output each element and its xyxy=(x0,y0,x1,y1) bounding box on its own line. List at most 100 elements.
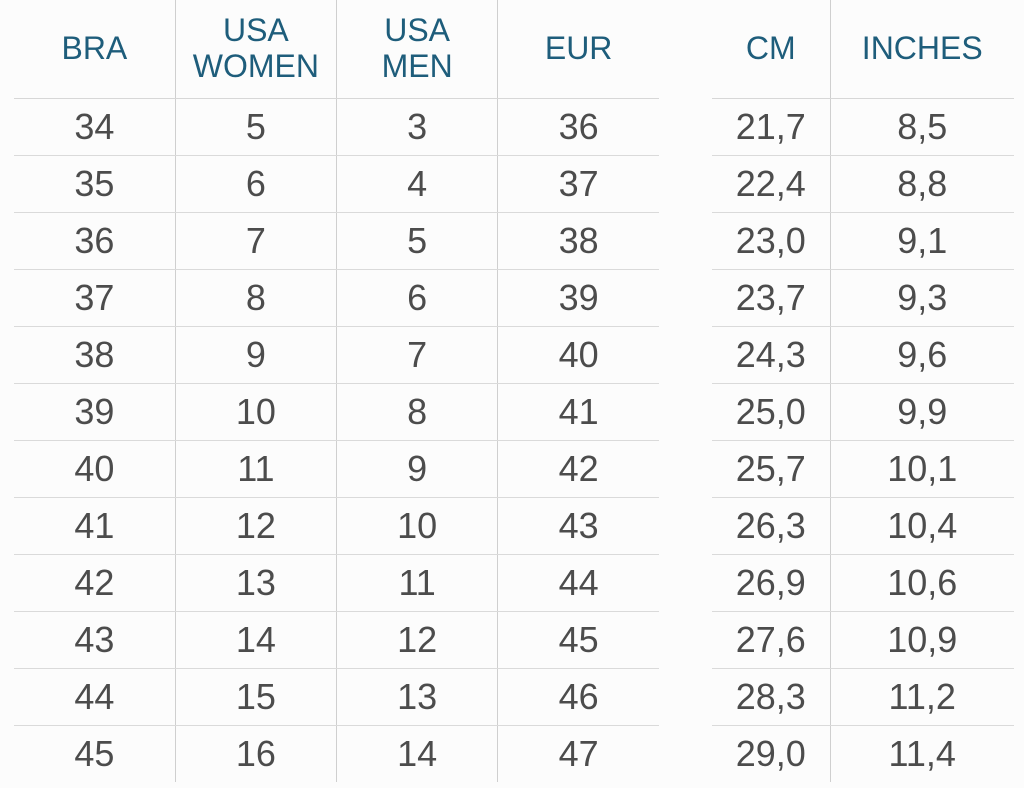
cell-bra: 44 xyxy=(14,668,176,726)
cell-bra: 45 xyxy=(14,725,176,782)
cell-usa-women: 14 xyxy=(175,611,338,669)
cell-usa-men: 13 xyxy=(336,668,499,726)
cell-inches: 10,4 xyxy=(830,497,1014,555)
cell-inches: 10,9 xyxy=(830,611,1014,669)
table-row: 44 15 13 46 xyxy=(14,668,659,726)
cell-bra: 39 xyxy=(14,383,176,441)
cell-inches: 10,1 xyxy=(830,440,1014,498)
cell-bra: 43 xyxy=(14,611,176,669)
cell-cm: 22,4 xyxy=(712,155,831,213)
header-line: CM xyxy=(745,30,796,67)
cell-cm: 25,0 xyxy=(712,383,831,441)
cell-usa-women: 15 xyxy=(175,668,338,726)
table-row: 40 11 9 42 xyxy=(14,440,659,498)
cell-bra: 37 xyxy=(14,269,176,327)
table-row: 34 5 3 36 xyxy=(14,98,659,156)
cell-eur: 39 xyxy=(497,269,659,327)
cell-inches: 9,9 xyxy=(830,383,1014,441)
cell-usa-women: 5 xyxy=(175,98,338,156)
cell-cm: 21,7 xyxy=(712,98,831,156)
cell-usa-women: 16 xyxy=(175,725,338,782)
cell-eur: 38 xyxy=(497,212,659,270)
header-line: INCHES xyxy=(861,30,983,67)
header-line: WOMEN xyxy=(192,48,319,84)
cell-eur: 36 xyxy=(497,98,659,156)
cell-usa-men: 7 xyxy=(336,326,499,384)
cell-usa-men: 9 xyxy=(336,440,499,498)
cell-cm: 26,9 xyxy=(712,554,831,612)
table-row: 26,9 10,6 xyxy=(712,554,1014,612)
foot-length-table: CM INCHES 21,7 8,5 22,4 8,8 23,0 9,1 23,… xyxy=(712,0,1014,782)
cell-usa-men: 10 xyxy=(336,497,499,555)
cell-usa-women: 10 xyxy=(175,383,338,441)
cell-inches: 11,4 xyxy=(888,733,956,774)
cell-bra: 38 xyxy=(14,326,176,384)
table-row: 35 6 4 37 xyxy=(14,155,659,213)
cell-inches: 9,3 xyxy=(830,269,1014,327)
table-row: 25,0 9,9 xyxy=(712,383,1014,441)
table-row: 38 9 7 40 xyxy=(14,326,659,384)
cell-usa-men: 3 xyxy=(336,98,499,156)
table-row: 37 8 6 39 xyxy=(14,269,659,327)
cell-usa-men: 6 xyxy=(336,269,499,327)
cell-inches: 8,8 xyxy=(830,155,1014,213)
column-header-inches: INCHES xyxy=(830,0,1014,99)
table-row: 28,3 11,2 xyxy=(712,668,1014,726)
cell-usa-men: 5 xyxy=(336,212,499,270)
table-row: 45 16 14 47 xyxy=(14,725,659,782)
cell-usa-women: 6 xyxy=(175,155,338,213)
table-row: 22,4 8,8 xyxy=(712,155,1014,213)
column-header-usa-men: USA MEN xyxy=(336,0,499,99)
table-row: 25,7 10,1 xyxy=(712,440,1014,498)
cell-inches: 9,1 xyxy=(830,212,1014,270)
table-row: 27,6 10,9 xyxy=(712,611,1014,669)
cell-eur: 41 xyxy=(497,383,659,441)
table-row: 29,0 11,4 xyxy=(712,725,1014,782)
cell-cm: 24,3 xyxy=(712,326,831,384)
cell-usa-women: 9 xyxy=(175,326,338,384)
cell-usa-women: 13 xyxy=(175,554,338,612)
table-row: 36 7 5 38 xyxy=(14,212,659,270)
header-line: EUR xyxy=(544,30,613,67)
shoe-size-table: BRA USA WOMEN USA MEN EUR 34 5 3 36 35 6 4… xyxy=(14,0,659,782)
cell-usa-women: 8 xyxy=(175,269,338,327)
cell-usa-men: 12 xyxy=(336,611,499,669)
cell-usa-men: 8 xyxy=(336,383,499,441)
cell-usa-women: 7 xyxy=(175,212,338,270)
column-header-cm: CM xyxy=(712,0,831,99)
cell-inches: 10,6 xyxy=(830,554,1014,612)
cell-eur: 44 xyxy=(497,554,659,612)
header-line: MEN xyxy=(381,48,453,84)
cell-eur: 37 xyxy=(497,155,659,213)
cell-bra: 35 xyxy=(14,155,176,213)
cell-bra: 36 xyxy=(14,212,176,270)
cell-inches: 9,6 xyxy=(830,326,1014,384)
header-row: CM INCHES xyxy=(712,0,1014,99)
header-line: USA xyxy=(384,12,451,49)
column-header-bra: BRA xyxy=(14,0,176,99)
table-row: 26,3 10,4 xyxy=(712,497,1014,555)
cell-eur: 45 xyxy=(497,611,659,669)
cell-eur: 42 xyxy=(497,440,659,498)
header-line: USA xyxy=(222,12,289,49)
table-row: 23,0 9,1 xyxy=(712,212,1014,270)
cell-inches: 11,2 xyxy=(830,668,1014,726)
column-header-eur: EUR xyxy=(497,0,659,99)
cell-usa-men: 14 xyxy=(336,725,499,782)
cell-usa-women: 12 xyxy=(175,497,338,555)
cell-bra: 41 xyxy=(14,497,176,555)
cell-eur: 47 xyxy=(558,733,599,774)
cell-bra: 42 xyxy=(14,554,176,612)
table-row: 42 13 11 44 xyxy=(14,554,659,612)
cell-cm: 26,3 xyxy=(712,497,831,555)
cell-cm: 28,3 xyxy=(712,668,831,726)
cell-usa-men: 11 xyxy=(336,554,499,612)
table-row: 23,7 9,3 xyxy=(712,269,1014,327)
cell-eur: 43 xyxy=(497,497,659,555)
table-row: 43 14 12 45 xyxy=(14,611,659,669)
cell-eur: 40 xyxy=(497,326,659,384)
table-row: 24,3 9,6 xyxy=(712,326,1014,384)
cell-bra: 34 xyxy=(14,98,176,156)
cell-cm: 29,0 xyxy=(712,725,831,782)
table-row: 21,7 8,5 xyxy=(712,98,1014,156)
